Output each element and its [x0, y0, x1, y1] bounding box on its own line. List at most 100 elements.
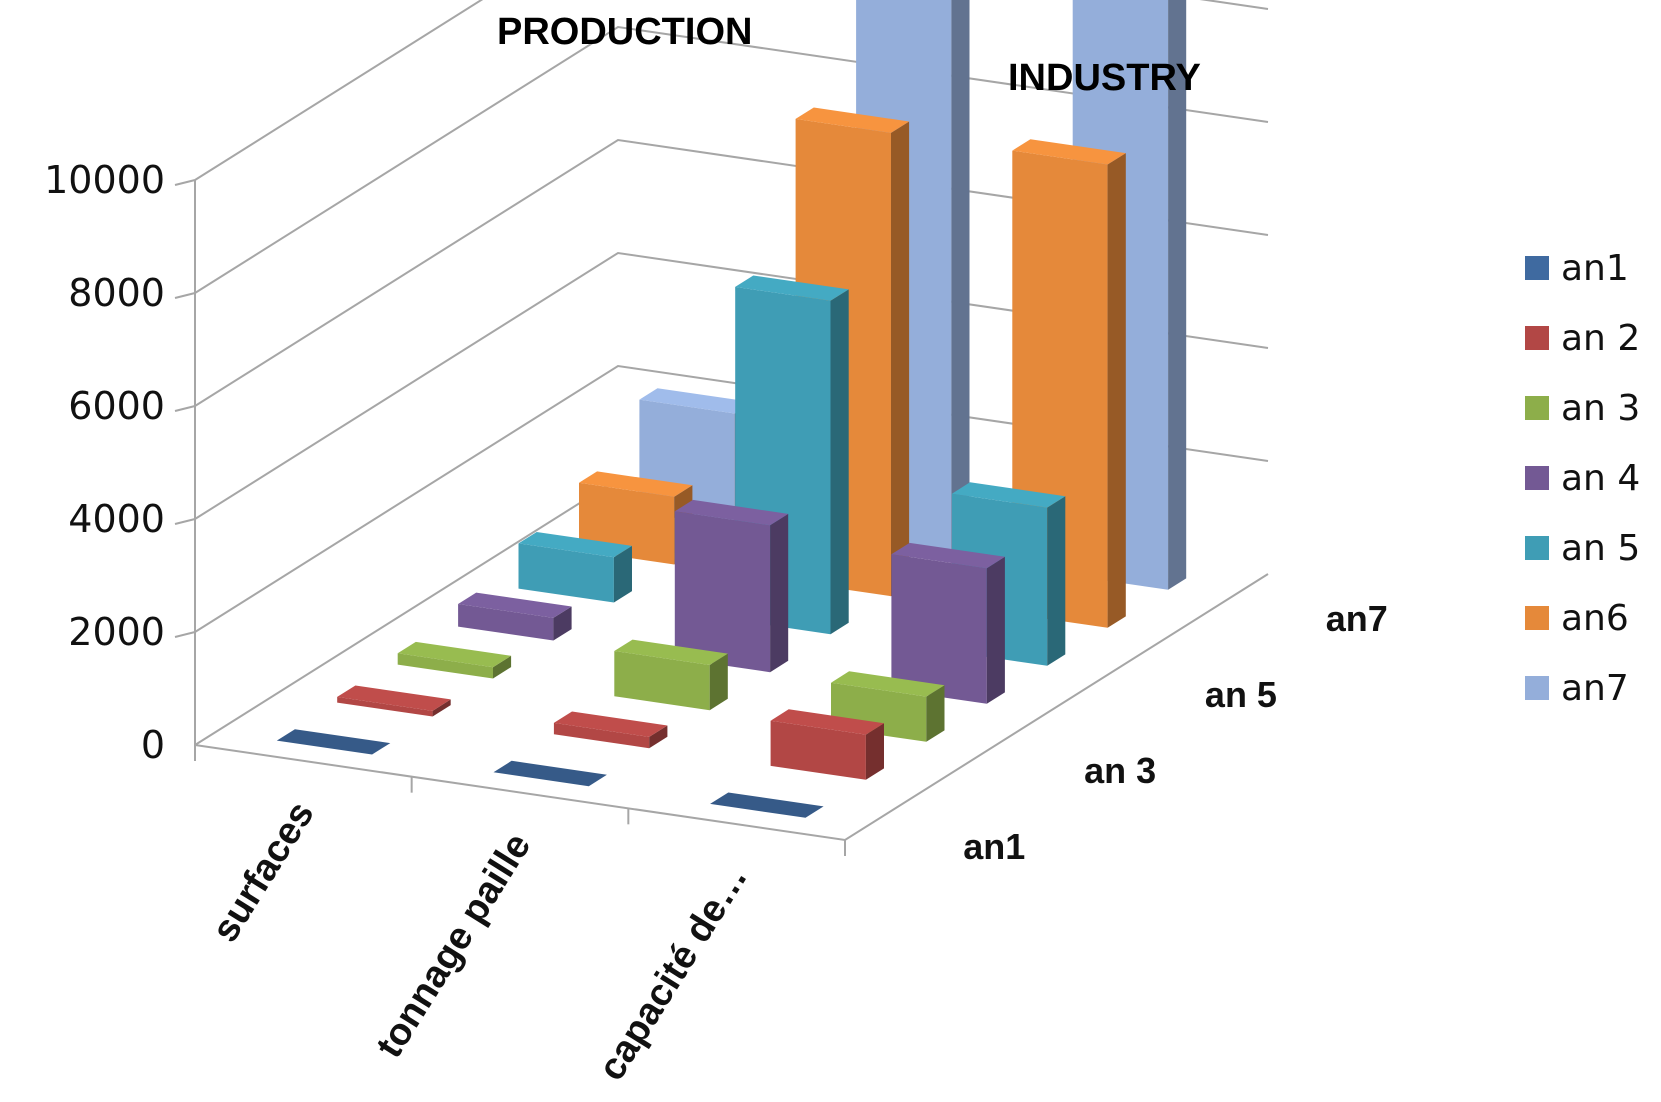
bar-top-face	[579, 471, 693, 497]
legend-swatch	[1525, 606, 1549, 630]
bar	[891, 542, 1005, 704]
bar-top-face	[614, 639, 728, 665]
chart-bars	[276, 0, 1187, 818]
bar-front-face	[614, 651, 710, 711]
legend-label: an 5	[1561, 527, 1641, 569]
bar-side-face	[1107, 153, 1126, 628]
legend-swatch	[1525, 256, 1549, 280]
legend-item: an6	[1525, 583, 1640, 653]
chart-title: PRODUCTION	[497, 11, 752, 53]
bar-side-face	[891, 121, 910, 597]
legend-item: an 4	[1525, 443, 1640, 513]
bar-front-face	[553, 722, 650, 749]
bar	[553, 711, 668, 749]
legend-swatch	[1525, 466, 1549, 490]
bar-front-face	[770, 720, 866, 780]
bar	[397, 641, 512, 679]
bar	[614, 639, 728, 711]
bar-side-face	[1047, 496, 1066, 666]
bar-front-face	[518, 543, 614, 603]
y-tick-mark	[174, 631, 196, 638]
y-tick-mark	[174, 292, 196, 299]
legend-label: an7	[1561, 667, 1629, 709]
bar-side-face	[709, 653, 728, 711]
bar-top-face	[639, 388, 753, 414]
bar-front-face	[397, 653, 493, 679]
bar-top-face	[518, 532, 632, 558]
bar-side-face	[951, 0, 970, 559]
chart-walls	[174, 0, 1269, 856]
bar	[458, 592, 572, 641]
bar-top-face	[735, 275, 849, 301]
gridline	[194, 25, 1269, 294]
bar-top-face	[951, 482, 1066, 508]
y-tick-label: 2000	[68, 610, 165, 654]
bar	[276, 729, 391, 755]
legend-label: an 3	[1561, 387, 1641, 429]
legend-label: an 2	[1561, 317, 1641, 359]
legend-item: an 3	[1525, 373, 1640, 443]
depth-label: an 5	[1205, 674, 1277, 715]
bar-side-face	[926, 685, 945, 742]
bar	[337, 685, 451, 717]
bar-top-face	[891, 542, 1005, 569]
legend-item: an 2	[1525, 303, 1640, 373]
bar	[674, 499, 789, 673]
bar-top-face	[674, 499, 789, 526]
bar-side-face	[830, 289, 849, 635]
y-tick-mark	[174, 179, 196, 186]
bar-top-face	[710, 792, 824, 818]
legend-label: an 4	[1561, 457, 1641, 499]
gridline	[194, 0, 1269, 181]
bar-top-face	[770, 709, 884, 735]
bar-side-face	[432, 699, 451, 717]
chart-annotation: INDUSTRY	[1008, 57, 1201, 99]
bar-side-face	[770, 513, 789, 673]
bar-side-face	[865, 723, 884, 780]
legend-label: an1	[1561, 247, 1629, 289]
legend-swatch	[1525, 396, 1549, 420]
bar	[518, 532, 632, 603]
bar-side-face	[1168, 0, 1187, 590]
bar	[770, 709, 884, 780]
legend-item: an7	[1525, 653, 1640, 723]
bar-side-face	[553, 606, 572, 641]
x-category-label: surfaces	[204, 795, 322, 950]
bar-top-face	[337, 685, 451, 711]
bar-front-face	[891, 554, 987, 704]
legend-item: an1	[1525, 233, 1640, 303]
bar-top-face	[493, 760, 607, 787]
legend-swatch	[1525, 326, 1549, 350]
depth-label: an7	[1326, 598, 1388, 639]
bar-front-face	[458, 604, 554, 641]
legend-swatch	[1525, 676, 1549, 700]
bar-side-face	[493, 655, 512, 679]
bar-side-face	[613, 545, 632, 603]
bar-top-face	[795, 107, 910, 133]
depth-label: an 3	[1084, 750, 1156, 791]
bar-front-face	[674, 511, 771, 673]
bar	[710, 792, 824, 818]
y-tick-label: 10000	[44, 158, 165, 202]
bar-top-face	[553, 711, 668, 737]
depth-label: an1	[963, 826, 1025, 867]
bar-top-face	[458, 592, 572, 618]
legend-swatch	[1525, 536, 1549, 560]
y-tick-mark	[174, 405, 196, 412]
bar-top-face	[276, 729, 391, 755]
x-category-label: tonnage paille	[368, 826, 539, 1065]
floor-depth-edge	[194, 478, 619, 746]
bar-side-face	[649, 725, 668, 749]
y-tick-label: 6000	[68, 384, 165, 428]
bar-top-face	[1012, 139, 1126, 165]
legend: an1 an 2 an 3 an 4 an 5 an6 an7	[1525, 233, 1640, 723]
bar-side-face	[986, 556, 1005, 704]
bar-top-face	[831, 671, 945, 697]
y-tick-label: 4000	[68, 497, 165, 541]
bar	[493, 760, 607, 787]
legend-label: an6	[1561, 597, 1629, 639]
y-tick-label: 0	[141, 723, 165, 767]
y-tick-label: 8000	[68, 271, 165, 315]
bar-front-face	[337, 696, 433, 717]
